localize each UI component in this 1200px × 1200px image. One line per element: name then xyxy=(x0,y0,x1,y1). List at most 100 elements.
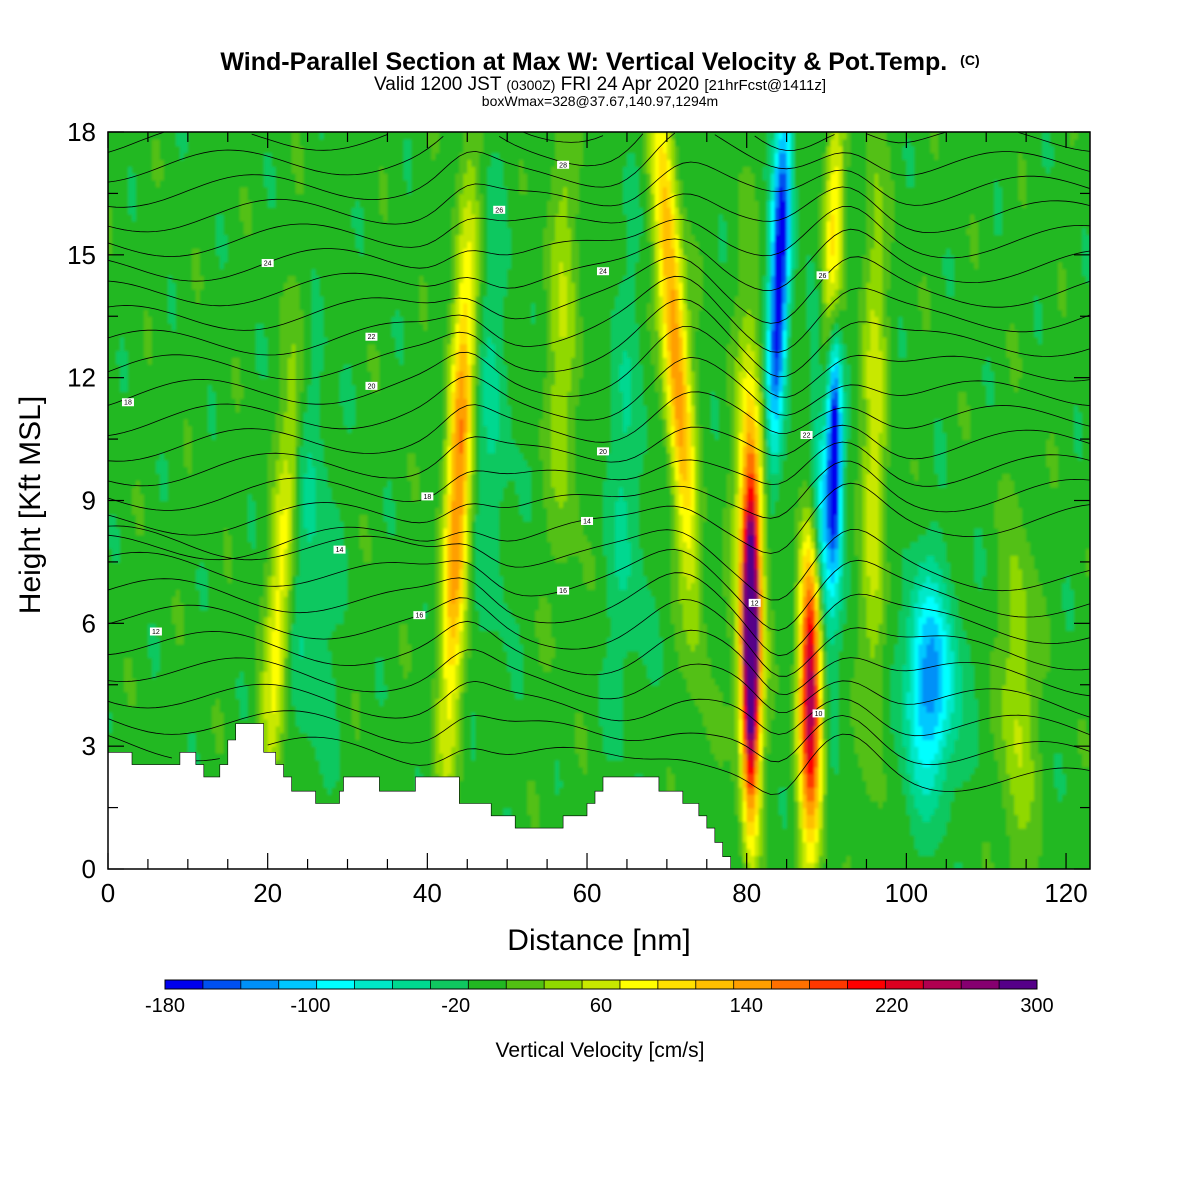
colorbar-swatch xyxy=(809,980,848,989)
colorbar-swatch xyxy=(544,980,583,989)
y-axis: 0 3 6 9 12 15 18 xyxy=(67,117,1090,884)
isotherm-line xyxy=(108,572,1090,657)
isotherm-line xyxy=(108,424,1090,487)
isotherm-line xyxy=(108,228,1090,307)
y-tick-label: 6 xyxy=(82,608,96,638)
subtitle-date: FRI 24 Apr 2020 xyxy=(555,74,704,95)
x-tick-label: 20 xyxy=(253,878,282,908)
colorbar-swatch xyxy=(733,980,773,989)
isotherm-line xyxy=(108,460,1090,536)
colorbar-swatch xyxy=(354,980,393,989)
isotherm-label: 14 xyxy=(333,545,346,554)
isotherm-label: 14 xyxy=(581,516,594,525)
colorbar-tick-label: 220 xyxy=(875,995,908,1017)
subtitle-zulu: (0300Z) xyxy=(506,77,555,93)
subtitle-valid: Valid 1200 JST xyxy=(374,74,506,95)
colorbar-tick-label: -100 xyxy=(290,995,330,1017)
isotherm-line xyxy=(108,733,1090,795)
isotherm-line xyxy=(108,525,1090,601)
colorbar-swatch xyxy=(316,980,355,989)
colorbar-swatch xyxy=(278,980,318,989)
isotherm-line xyxy=(108,275,1090,356)
colorbar-swatch xyxy=(430,980,469,989)
colorbar-title: Vertical Velocity [cm/s] xyxy=(496,1039,705,1062)
isotherm-label: 22 xyxy=(365,332,378,341)
x-tick-label: 100 xyxy=(885,878,928,908)
isotherm-label: 20 xyxy=(365,381,378,390)
colorbar-swatch xyxy=(657,980,697,989)
chart-subtitle: Valid 1200 JST (0300Z) FRI 24 Apr 2020 [… xyxy=(374,74,826,95)
isotherm-label: 16 xyxy=(557,586,570,595)
isotherm-line xyxy=(108,482,1090,561)
isotherm-line xyxy=(108,132,1090,183)
isotherm-line xyxy=(108,441,1090,511)
colorbar-swatch xyxy=(468,980,507,989)
y-tick-label: 0 xyxy=(82,854,96,884)
colorbar-swatch xyxy=(923,980,962,989)
y-tick-label: 12 xyxy=(67,363,96,393)
colorbar-swatch xyxy=(202,980,242,989)
isotherm-line xyxy=(108,549,1090,631)
colorbar-swatch xyxy=(999,980,1038,989)
isotherm-line xyxy=(108,391,1090,462)
isotherm-line xyxy=(108,710,1090,766)
x-axis-label: Distance [nm] xyxy=(507,924,690,957)
isotherm-line xyxy=(108,186,1090,257)
isotherm-label: 24 xyxy=(596,267,609,276)
plot-area xyxy=(108,132,1090,869)
isotherm-label: 20 xyxy=(596,447,609,456)
y-tick-label: 18 xyxy=(67,117,96,147)
isotherm-label: 18 xyxy=(421,492,434,501)
isotherm-label: 22 xyxy=(800,430,813,439)
colorbar-swatch xyxy=(240,980,280,989)
x-tick-label: 0 xyxy=(101,878,115,908)
colorbar-frame xyxy=(164,979,1038,990)
isotherm-line xyxy=(108,298,1090,381)
colorbar-swatch xyxy=(885,980,924,989)
colorbar-swatch xyxy=(847,980,886,989)
colorbar-tick-label: -180 xyxy=(145,995,185,1017)
colorbar-swatch xyxy=(695,980,735,989)
isotherm-label: 24 xyxy=(261,259,274,268)
colorbar-swatch xyxy=(582,980,621,989)
x-tick-label: 60 xyxy=(573,878,602,908)
x-axis: 0 20 40 60 80 100 120 xyxy=(101,132,1088,908)
colorbar: -180 -100 -20 60 140 220 300 xyxy=(145,979,1054,1017)
y-tick-label: 15 xyxy=(67,240,96,270)
isotherm-label: 12 xyxy=(149,627,162,636)
isotherm-label: 28 xyxy=(557,160,570,169)
isotherm-line xyxy=(108,680,1090,737)
colorbar-swatch xyxy=(392,980,431,989)
colorbar-swatch xyxy=(771,980,810,989)
title-copyright-mark: (C) xyxy=(960,52,979,68)
x-tick-label: 120 xyxy=(1044,878,1087,908)
isotherm-line xyxy=(108,132,1090,208)
x-tick-label: 80 xyxy=(732,878,761,908)
colorbar-swatch xyxy=(619,980,659,989)
isotherm-line xyxy=(108,620,1090,697)
terrain xyxy=(108,723,731,869)
colorbar-tick-label: 60 xyxy=(590,995,612,1017)
colorbar-swatch xyxy=(165,980,204,989)
y-tick-label: 3 xyxy=(82,731,96,761)
isotherm-line xyxy=(108,649,1090,718)
isotherm-labels: 12 12 14 14 16 16 18 18 20 20 22 22 24 24 26 26 28 10 xyxy=(121,160,829,718)
isotherm-line xyxy=(108,326,1090,406)
isotherm-label: 10 xyxy=(812,709,825,718)
chart-title-group: Wind-Parallel Section at Max W: Vertical… xyxy=(220,48,979,76)
isotherm-line xyxy=(108,132,795,153)
isotherm-line xyxy=(108,356,1090,436)
colorbar-tick-label: -20 xyxy=(441,995,470,1017)
isotherm-label: 26 xyxy=(493,205,506,214)
colorbar-tick-label: 300 xyxy=(1020,995,1053,1017)
y-axis-label: Height [Kft MSL] xyxy=(14,396,47,614)
subtitle-forecast: [21hrFcst@1411z] xyxy=(704,77,826,94)
isotherm-label: 16 xyxy=(413,611,426,620)
colorbar-tick-label: 140 xyxy=(730,995,763,1017)
chart-subtitle-box-wmax: boxWmax=328@37.67,140.97,1294m xyxy=(482,93,718,109)
x-tick-label: 40 xyxy=(413,878,442,908)
isotherm-label: 12 xyxy=(748,598,761,607)
isotherm-line xyxy=(108,597,1090,677)
chart-title: Wind-Parallel Section at Max W: Vertical… xyxy=(220,48,947,76)
